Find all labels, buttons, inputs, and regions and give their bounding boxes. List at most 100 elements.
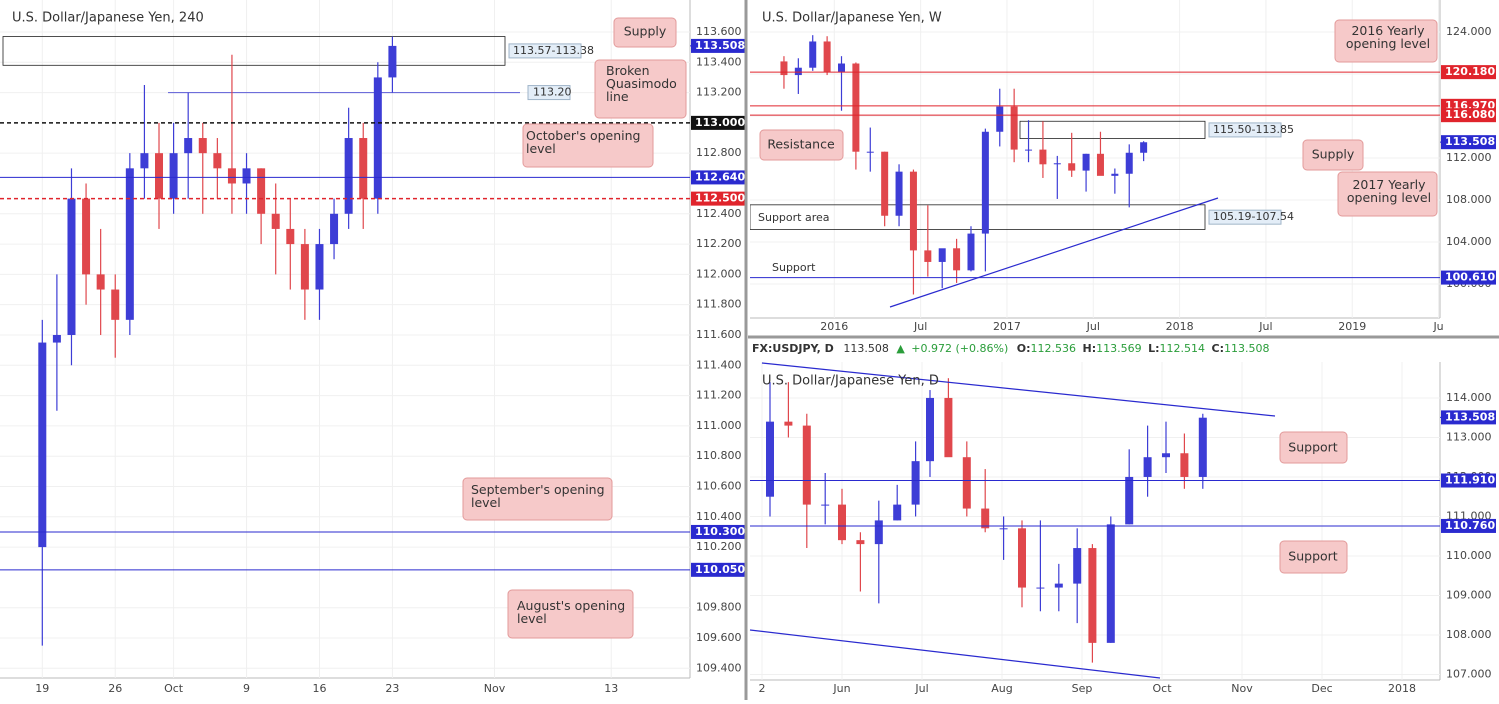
candle-body <box>1053 163 1061 165</box>
price-tag-label: 113.508 <box>1445 135 1495 148</box>
panel-daily: 107.000108.000109.000110.000111.000112.0… <box>750 362 1496 695</box>
zone-label-box <box>508 43 582 59</box>
plot <box>0 36 690 646</box>
candle-body <box>893 504 902 521</box>
x-tick-label: 23 <box>385 682 399 695</box>
candle-body <box>1054 583 1063 588</box>
callout-text: Supply <box>624 24 667 39</box>
candle-body <box>96 274 105 290</box>
y-tick-label: 112.400 <box>696 207 742 220</box>
l-key: L: <box>1148 342 1159 355</box>
candle-body <box>300 244 309 290</box>
price-tag-label: 110.760 <box>1445 519 1495 532</box>
price-tag <box>691 191 746 206</box>
callouts: Supply Broken Quasimodo line October's o… <box>462 17 1438 639</box>
x-tick-label: 13 <box>604 682 618 695</box>
y-tick-label: 114.000 <box>1446 391 1492 404</box>
candle-body <box>967 233 975 271</box>
callout: Supply <box>1302 139 1364 171</box>
candle-body <box>1036 587 1045 589</box>
candle-body <box>766 421 774 497</box>
candle-body <box>1125 476 1134 525</box>
y-tick-label: 109.400 <box>696 661 742 674</box>
close: 113.508 <box>1224 342 1270 355</box>
o-key: O: <box>1017 342 1031 355</box>
zone <box>2 36 506 66</box>
candle-body <box>140 153 149 169</box>
zone-label: 113.57-113.38 <box>513 44 594 57</box>
price-tag <box>1441 410 1496 425</box>
candle-body <box>1096 153 1104 176</box>
price-tag-label: 112.640 <box>695 170 745 183</box>
x-tick-label: 2 <box>759 682 766 695</box>
candle-body <box>1073 548 1082 584</box>
annotation: Support <box>772 261 816 274</box>
candle-body <box>198 138 207 154</box>
callout: Support <box>1279 540 1348 574</box>
price-tag-label: 110.050 <box>695 563 745 576</box>
trend-line <box>761 362 1276 417</box>
y-tick-label: 111.800 <box>696 298 742 311</box>
candle-body <box>944 397 953 458</box>
y-tick-label: 108.000 <box>1446 193 1492 206</box>
price-tag-label: 113.508 <box>1445 410 1495 423</box>
candle-body <box>286 228 295 245</box>
y-tick-label: 109.600 <box>696 631 742 644</box>
candle-body <box>938 248 946 262</box>
arrow: ▲ <box>896 342 905 355</box>
candle-body <box>242 168 251 184</box>
candle-body <box>1088 548 1097 643</box>
price-tag-label: 112.500 <box>695 192 745 205</box>
callout-text: Support <box>1288 549 1338 564</box>
candle-body <box>981 508 990 529</box>
panel-weekly: 100.000104.000108.000112.000116.000120.0… <box>750 0 1496 333</box>
x-tick-label: Jul <box>914 682 928 695</box>
x-tick-label: 2019 <box>1338 320 1366 333</box>
x-tick-label: 2016 <box>820 320 848 333</box>
candle-body <box>213 153 222 169</box>
callout: Support <box>1279 431 1348 464</box>
y-tick-label: 110.800 <box>696 449 742 462</box>
candle-body <box>155 153 164 199</box>
price-tag <box>1441 108 1496 123</box>
callout: August's opening level <box>507 589 634 639</box>
price-tag-label: 113.000 <box>695 116 745 129</box>
candle-body <box>1039 149 1047 165</box>
callout-text: 2016 Yearly opening level <box>1345 24 1431 51</box>
callout: 2017 Yearly opening level <box>1337 171 1438 217</box>
price-tag <box>1441 270 1496 285</box>
candle-body <box>866 151 874 153</box>
segment-label: 113.20 <box>533 86 572 99</box>
candle-body <box>1010 106 1018 150</box>
candle-body <box>184 138 193 154</box>
chart-title: U.S. Dollar/Japanese Yen, 240 <box>12 11 204 26</box>
zone <box>750 204 1206 230</box>
chart-title: U.S. Dollar/Japanese Yen, D <box>762 374 939 389</box>
price-tag-label: 111.910 <box>1445 474 1495 487</box>
y-tick-label: 113.000 <box>1446 430 1492 443</box>
callout: Supply <box>613 17 677 48</box>
y-tick-label: 113.200 <box>696 86 742 99</box>
zone <box>1019 120 1206 139</box>
callout-text: October's opening level <box>526 129 641 156</box>
candle-body <box>1111 173 1119 176</box>
chart-title: U.S. Dollar/Japanese Yen, W <box>762 11 942 26</box>
x-tick-label: Oct <box>1152 682 1172 695</box>
x-tick-label: 2017 <box>993 320 1021 333</box>
candle-body <box>999 528 1008 530</box>
y-tick-label: 124.000 <box>1446 25 1492 38</box>
candle-body <box>794 67 802 76</box>
candle-body <box>802 425 811 505</box>
price-tag-label: 113.508 <box>695 39 745 52</box>
callout-text: Supply <box>1312 147 1355 162</box>
y-tick-label: 109.800 <box>696 601 742 614</box>
callout-text: Support <box>1288 440 1338 455</box>
y-tick-label: 111.600 <box>696 328 742 341</box>
x-tick-label: 2018 <box>1388 682 1416 695</box>
change: +0.972 (+0.86%) <box>911 342 1008 355</box>
y-tick-label: 108.000 <box>1446 628 1492 641</box>
candle-body <box>881 151 889 216</box>
candle-body <box>330 213 339 245</box>
candle-body <box>169 153 178 199</box>
